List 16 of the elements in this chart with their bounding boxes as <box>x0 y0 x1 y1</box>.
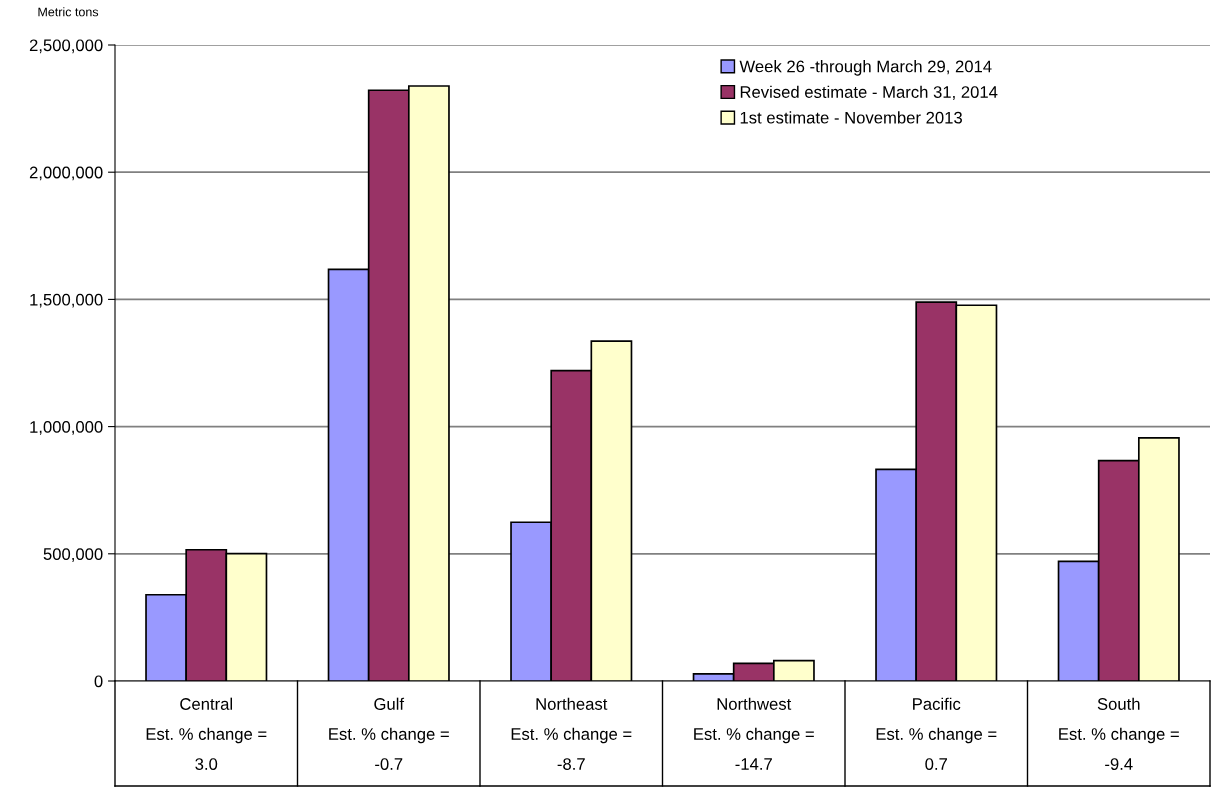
x-tick-label: South Est. % change = -9.4 <box>1059 697 1179 770</box>
y-tick-label: 1,000,000 <box>30 421 103 435</box>
legend-label: Revised estimate - March 31, 2014 <box>740 85 998 100</box>
x-tick-label: Pacific Est. % change = 0.7 <box>876 697 997 770</box>
legend-label: 1st estimate - November 2013 <box>740 111 962 124</box>
x-tick-label: Northwest Est. % change = -14.7 <box>694 697 814 770</box>
y-tick-label: 2,000,000 <box>29 166 103 181</box>
y-tick-label: 2,500,000 <box>29 39 103 54</box>
y-tick-label: 1,500,000 <box>30 293 103 308</box>
y-tick-label: 0 <box>94 675 103 688</box>
y-axis-title: Metric tons <box>38 7 99 17</box>
y-tick-label: 500,000 <box>43 548 103 562</box>
x-tick-label: Northeast Est. % change = -8.7 <box>511 697 632 770</box>
legend-label: Week 26 -through March 29, 2014 <box>739 60 992 76</box>
x-tick-label: Gulf Est. % change = -0.7 <box>329 697 449 770</box>
x-tick-label: Central Est. % change = 3.0 <box>146 697 267 770</box>
